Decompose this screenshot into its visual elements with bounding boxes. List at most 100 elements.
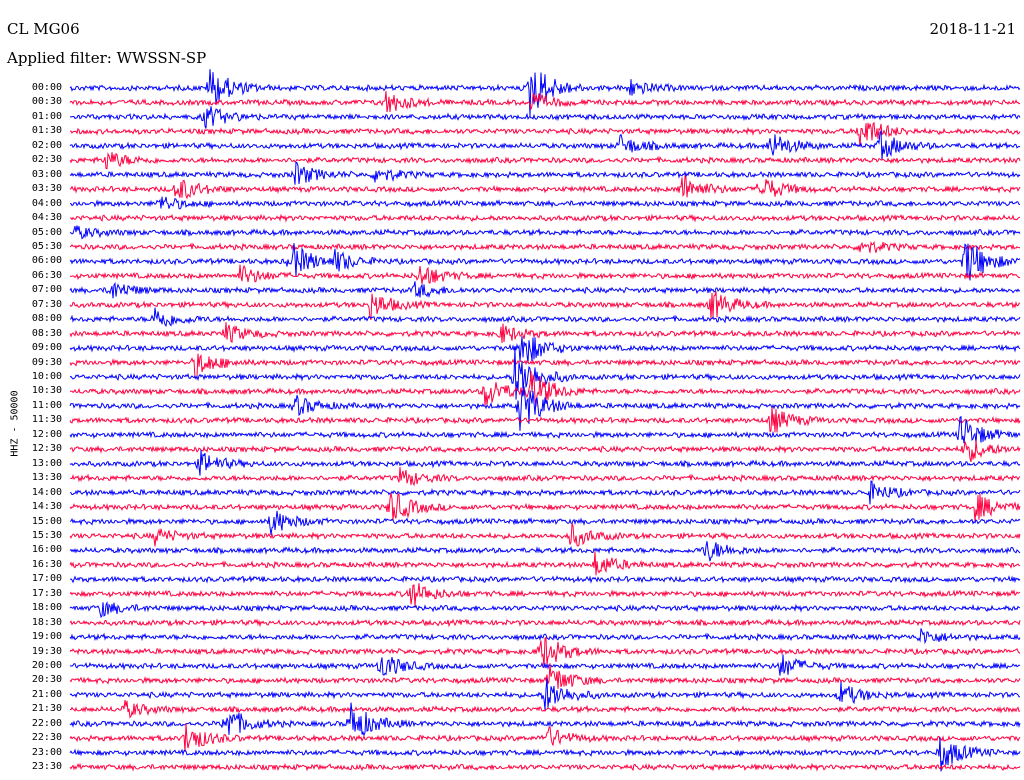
- time-label: 17:30: [31, 587, 62, 599]
- trace-line: [69, 762, 1021, 772]
- trace-line: [69, 152, 1021, 170]
- time-label: 07:00: [31, 284, 62, 296]
- trace-line: [69, 174, 1021, 200]
- time-label: 19:00: [31, 631, 62, 643]
- time-label: 17:00: [31, 573, 62, 585]
- date-label: 2018-11-21: [929, 20, 1016, 38]
- trace-line: [69, 466, 1021, 487]
- trace-line: [69, 336, 1021, 363]
- trace-line: [69, 702, 1021, 738]
- time-label: 12:00: [31, 428, 62, 440]
- trace-line: [69, 291, 1021, 321]
- time-label: 03:00: [31, 168, 62, 180]
- time-label: 21:00: [31, 688, 62, 700]
- trace-line: [69, 240, 1021, 253]
- trace-line: [69, 281, 1021, 299]
- trace-line: [70, 196, 1021, 210]
- trace-line: [69, 69, 1021, 117]
- trace-line: [69, 91, 1021, 113]
- time-label: 01:30: [31, 125, 62, 137]
- trace-line: [69, 449, 1021, 476]
- time-label: 14:30: [31, 501, 62, 513]
- time-label: 03:30: [31, 183, 62, 195]
- time-label: 08:00: [31, 313, 62, 325]
- time-label: 00:30: [31, 96, 62, 108]
- station-label: CL MG06: [7, 20, 80, 38]
- time-label: 15:30: [31, 529, 62, 541]
- time-label: 18:00: [31, 602, 62, 614]
- trace-line: [69, 225, 1021, 240]
- time-label: 16:30: [31, 558, 62, 570]
- time-label: 05:30: [31, 240, 62, 252]
- time-label: 02:30: [31, 154, 62, 166]
- time-label: 13:00: [31, 457, 62, 469]
- time-label: 22:00: [31, 717, 62, 729]
- time-label: 10:00: [31, 371, 62, 382]
- trace-line: [69, 722, 1021, 752]
- time-label: 23:00: [31, 746, 62, 758]
- time-label: 02:00: [31, 139, 62, 151]
- trace-line: [69, 575, 1021, 585]
- time-label: 05:00: [31, 226, 62, 238]
- trace-line: [69, 551, 1021, 576]
- trace-line: [69, 699, 1021, 719]
- time-label: 07:30: [31, 298, 62, 310]
- trace-line: [69, 618, 1021, 628]
- time-label: 08:30: [31, 327, 62, 339]
- trace-line: [69, 510, 1021, 535]
- time-label: 14:00: [31, 486, 62, 498]
- time-label: 22:30: [31, 732, 62, 744]
- trace-line: [69, 583, 1021, 607]
- trace-line: [69, 347, 1021, 400]
- trace-line: [69, 121, 1021, 147]
- trace-line: [69, 161, 1021, 185]
- time-label: 00:00: [31, 82, 62, 93]
- time-label: 20:30: [31, 674, 62, 686]
- trace-line: [69, 129, 1021, 161]
- time-label: 23:30: [31, 761, 62, 773]
- time-label: 12:30: [31, 443, 62, 455]
- trace-line: [69, 264, 1021, 285]
- time-label: 15:00: [31, 515, 62, 527]
- trace-line: [69, 307, 1021, 328]
- trace-line: [69, 106, 1021, 129]
- trace-line: [69, 737, 1021, 772]
- trace-line: [69, 493, 1021, 522]
- time-label: 18:30: [31, 616, 62, 628]
- trace-line: [69, 322, 1021, 344]
- trace-line: [69, 600, 1021, 619]
- filter-label: Applied filter: WWSSN-SP: [7, 49, 207, 67]
- time-label: 19:30: [31, 645, 62, 657]
- time-label: 11:30: [31, 414, 62, 426]
- time-label: 20:00: [31, 660, 62, 671]
- trace-line: [69, 480, 1021, 505]
- trace-line: [69, 243, 1021, 281]
- trace-line: [69, 371, 1021, 407]
- trace-line: [69, 663, 1021, 689]
- time-label: 10:30: [31, 385, 62, 397]
- trace-line: [69, 541, 1021, 562]
- time-label: 21:30: [31, 703, 62, 715]
- time-label: 04:30: [31, 212, 62, 224]
- trace-line: [69, 628, 1021, 645]
- time-label: 09:00: [31, 342, 62, 354]
- time-label: 13:30: [31, 472, 62, 484]
- trace-line: [69, 440, 1021, 463]
- time-label: 16:00: [31, 544, 62, 556]
- trace-line: [69, 407, 1021, 433]
- trace-line: [69, 353, 1021, 379]
- time-label: 06:30: [31, 269, 62, 281]
- trace-line: [69, 654, 1021, 676]
- trace-line: [69, 386, 1021, 431]
- time-label: 11:00: [31, 399, 62, 411]
- time-label: 04:00: [31, 197, 62, 209]
- time-label: 01:00: [31, 110, 62, 122]
- time-label: 06:00: [31, 255, 62, 267]
- trace-line: [69, 678, 1020, 710]
- trace-line: [69, 636, 1021, 669]
- trace-line: [69, 415, 1021, 444]
- trace-line: [69, 523, 1021, 547]
- time-label: 09:30: [31, 356, 62, 368]
- trace-line: [70, 213, 1021, 223]
